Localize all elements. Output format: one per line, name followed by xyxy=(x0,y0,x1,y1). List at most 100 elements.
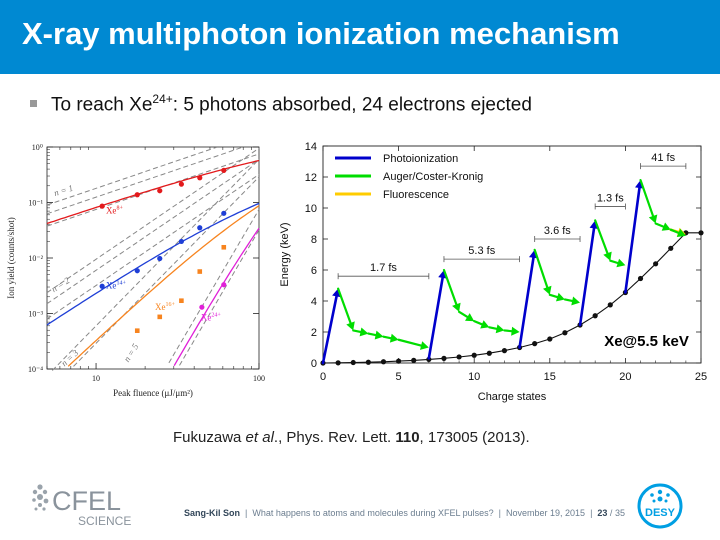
citation: Fukuzawa et al., Phys. Rev. Lett. 110, 1… xyxy=(173,429,530,446)
auger-arrow-head xyxy=(511,326,520,336)
right-x-tick-label: 5 xyxy=(396,371,402,383)
footer-date: November 19, 2015 xyxy=(506,508,586,518)
photoionization-arrow xyxy=(578,227,596,327)
ground-state-point xyxy=(637,275,644,282)
auger-arrow-head xyxy=(556,292,565,302)
ground-state-point xyxy=(698,230,704,236)
cfel-logo: CFEL SCIENCE xyxy=(32,484,131,528)
auger-arrow xyxy=(654,222,665,228)
data-point-xe16+ xyxy=(179,298,184,304)
ground-state-point xyxy=(380,359,387,365)
ground-state-point xyxy=(592,313,598,319)
auger-arrow xyxy=(563,298,574,303)
data-point-xe8+ xyxy=(99,203,105,209)
right-x-tick-label: 20 xyxy=(619,371,631,383)
citation-etal: et al xyxy=(245,429,274,446)
ground-state-point xyxy=(532,341,538,347)
auger-arrow-head xyxy=(603,251,612,261)
footer-author: Sang-Kil Son xyxy=(184,508,240,518)
bullet-superscript: 24+ xyxy=(152,92,173,106)
power-law-reference-line xyxy=(168,209,260,364)
data-point-xe14+ xyxy=(134,268,140,274)
cfel-logo-text: CFEL xyxy=(52,486,121,516)
right-x-tick-label: 0 xyxy=(320,371,326,383)
right-y-axis-label: Energy (keV) xyxy=(279,222,291,286)
bullet-point: To reach Xe24+: 5 photons absorbed, 24 e… xyxy=(30,92,532,116)
auger-arrow-head xyxy=(543,285,552,295)
bullet-prefix: To reach Xe xyxy=(51,94,153,116)
left-x-tick-label: 10 xyxy=(92,374,100,383)
series-label-xe14+: Xe14+ xyxy=(106,281,127,291)
series-label-xe8+: Xe8+ xyxy=(106,205,124,215)
series-label-xe24+: Xe24+ xyxy=(201,312,222,322)
auger-arrow-head xyxy=(389,333,399,343)
auger-arrow xyxy=(397,338,423,347)
footer-page: 23 xyxy=(597,508,608,518)
bullet-square-icon xyxy=(30,99,37,107)
ground-state-point xyxy=(335,360,341,366)
auger-arrow xyxy=(473,320,484,326)
right-chart: 0 5 10 15 20 25 0 2 4 6 8 10 12 14 Charge states Energy… xyxy=(279,141,707,403)
ground-state-point xyxy=(607,302,613,308)
auger-arrow-head xyxy=(571,296,580,306)
auger-arrow xyxy=(533,248,549,289)
ground-state-point xyxy=(562,330,568,336)
left-y-tick-label: 10⁻³ xyxy=(28,310,43,319)
ground-state-point xyxy=(441,355,447,361)
auger-arrow-head xyxy=(676,228,686,237)
right-y-tick-label: 14 xyxy=(305,141,317,153)
chart-inline-label: Xe@5.5 keV xyxy=(604,333,689,350)
auger-arrow xyxy=(548,293,559,299)
ground-state-point xyxy=(411,357,417,363)
slide-title: X-ray multiphoton ionization mechanism xyxy=(22,16,620,51)
time-label: 5.3 fs xyxy=(468,245,495,257)
ground-state-point xyxy=(350,359,356,366)
auger-arrow-head xyxy=(452,302,461,312)
data-point-xe8+ xyxy=(178,181,184,187)
auger-arrow-head xyxy=(616,258,626,268)
left-y-tick-label: 10⁰ xyxy=(32,143,43,152)
auger-arrow xyxy=(337,287,352,325)
footer-total: 35 xyxy=(614,508,625,518)
footer-talk: What happens to atoms and molecules duri… xyxy=(252,508,494,518)
right-x-axis-label: Charge states xyxy=(478,391,547,403)
auger-arrow xyxy=(609,259,619,265)
auger-arrow-head xyxy=(420,341,429,350)
right-y-tick-label: 0 xyxy=(311,358,317,370)
photoionization-arrow-head xyxy=(438,270,447,279)
ground-state-point xyxy=(653,261,659,267)
ground-state-point xyxy=(396,358,402,364)
power-law-reference-line xyxy=(73,176,260,367)
power-annotation: n = 5 xyxy=(122,341,141,363)
data-point-xe16+ xyxy=(157,314,163,320)
series-label-xe16+: Xe16+ xyxy=(155,302,176,312)
citation-journal: ., Phys. Rev. Lett. xyxy=(273,429,396,446)
legend-entry-label: Auger/Coster-Kronig xyxy=(383,171,483,183)
data-point-xe8+ xyxy=(197,175,203,181)
photoionization-arrow xyxy=(427,276,444,360)
model-curve-xe16+ xyxy=(67,205,260,367)
auger-arrow xyxy=(367,332,377,337)
photoionization-arrow xyxy=(518,256,535,349)
model-curve-xe24+ xyxy=(173,227,260,367)
right-y-tick-label: 6 xyxy=(311,265,317,277)
data-point-xe14+ xyxy=(178,238,184,245)
title-bar: X-ray multiphoton ionization mechanism xyxy=(0,0,720,74)
data-point-xe14+ xyxy=(157,255,163,262)
auger-arrow-head xyxy=(374,330,384,340)
data-point-xe14+ xyxy=(99,283,105,289)
auger-arrow xyxy=(352,329,362,334)
citation-rest: , 173005 (2013). xyxy=(419,429,530,446)
ground-state-point xyxy=(486,350,492,356)
power-law-reference-line xyxy=(46,174,260,320)
power-law-reference-line xyxy=(179,229,260,366)
photoionization-arrow xyxy=(321,295,338,365)
photoionization-arrow-head xyxy=(589,220,599,229)
auger-arrow-head xyxy=(346,321,355,331)
data-point-xe8+ xyxy=(134,192,140,198)
data-point-xe8+ xyxy=(221,167,227,173)
right-y-tick-label: 10 xyxy=(305,203,317,215)
data-point-xe14+ xyxy=(221,210,227,216)
ground-state-point xyxy=(501,348,508,354)
